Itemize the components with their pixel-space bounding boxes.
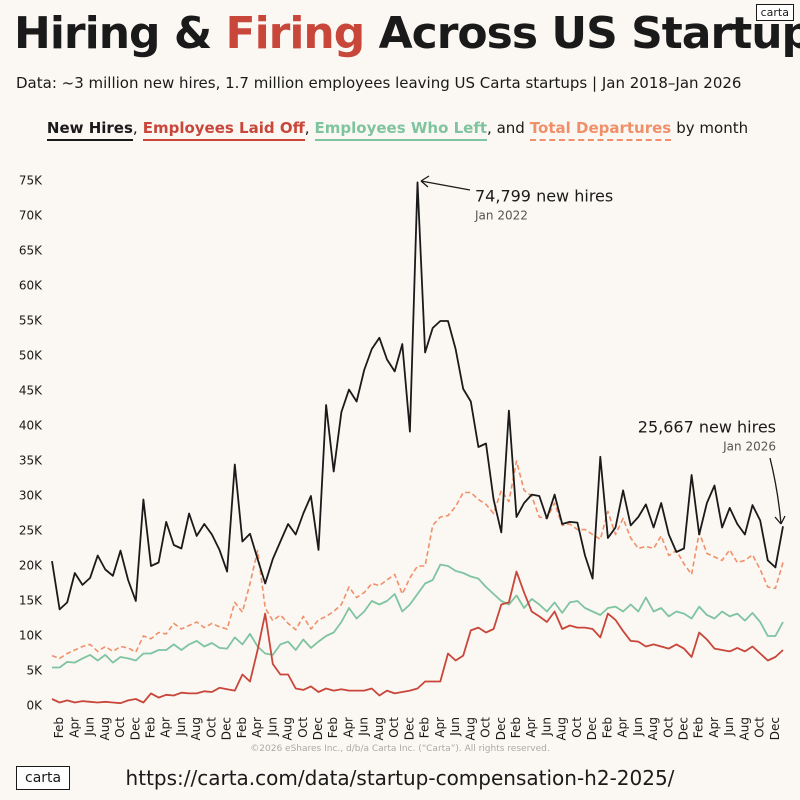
series-line xyxy=(51,181,784,611)
x-tick-label: Aug xyxy=(189,717,203,740)
x-tick-label: Feb xyxy=(52,717,66,738)
y-tick-label: 45K xyxy=(19,384,43,398)
x-tick-label: Oct xyxy=(753,717,767,738)
x-tick-label: Jun xyxy=(722,717,736,737)
x-tick-label: Apr xyxy=(707,717,721,738)
legend-text: , xyxy=(132,119,138,137)
x-tick-label: Dec xyxy=(768,717,782,740)
x-tick-label: Apr xyxy=(433,717,447,738)
x-tick-label: Feb xyxy=(509,717,523,738)
series-line xyxy=(52,563,784,669)
x-tick-label: Aug xyxy=(281,717,295,740)
x-tick-label: Aug xyxy=(372,717,386,740)
annotation: 74,799 new hires xyxy=(475,187,613,206)
annotation-arrow xyxy=(769,457,786,525)
annotation-arrow xyxy=(420,175,471,191)
x-tick-label: Apr xyxy=(616,717,630,738)
x-tick-label: Jun xyxy=(631,717,645,737)
x-tick-label: Jun xyxy=(174,717,188,737)
y-tick-label: 25K xyxy=(19,524,43,538)
legend-entry: Total Departures xyxy=(529,119,672,141)
x-tick-label: Feb xyxy=(600,717,614,738)
x-tick-label: Aug xyxy=(98,717,112,740)
title-highlight: Firing xyxy=(225,8,366,59)
y-tick-label: 70K xyxy=(19,209,43,223)
series-line xyxy=(51,460,784,660)
x-tick-label: Apr xyxy=(524,717,538,738)
x-tick-label: Jun xyxy=(539,717,553,737)
y-tick-label: 55K xyxy=(19,314,43,328)
copyright: ©2026 eShares Inc., d/b/a Carta Inc. (“C… xyxy=(250,744,550,754)
logo: carta xyxy=(755,4,794,21)
x-tick-label: Dec xyxy=(677,717,691,740)
x-tick-label: Dec xyxy=(585,717,599,740)
y-tick-label: 35K xyxy=(19,454,43,468)
url: https://carta.com/data/startup-compensat… xyxy=(125,766,675,790)
y-tick-label: 30K xyxy=(19,489,43,503)
annotation-sub: Jan 2026 xyxy=(722,440,776,454)
legend-text: , xyxy=(304,119,310,137)
x-tick-label: Oct xyxy=(204,717,218,738)
annotation: 25,667 new hires xyxy=(638,418,776,437)
x-tick-label: Oct xyxy=(296,717,310,738)
x-tick-label: Apr xyxy=(159,717,173,738)
y-tick-label: 40K xyxy=(19,419,43,433)
annotation-sub: Jan 2022 xyxy=(474,209,528,223)
x-tick-label: Apr xyxy=(341,717,355,738)
x-tick-label: Jun xyxy=(265,717,279,737)
y-tick-label: 5K xyxy=(26,664,43,678)
legend-entry: New Hires xyxy=(46,119,133,141)
subtitle: Data: ~3 million new hires, 1.7 million … xyxy=(16,74,742,92)
y-tick-label: 50K xyxy=(19,349,43,363)
y-tick-label: 65K xyxy=(19,244,43,258)
legend-text: , and xyxy=(487,119,525,137)
y-tick-label: 60K xyxy=(19,279,43,293)
logo: carta xyxy=(16,766,71,790)
y-tick-label: 20K xyxy=(19,559,43,573)
x-tick-label: Aug xyxy=(646,717,660,740)
x-tick-label: Apr xyxy=(67,717,81,738)
y-tick-label: 0K xyxy=(26,699,43,713)
x-tick-label: Feb xyxy=(235,717,249,738)
legend-entry: Employees Who Left xyxy=(314,119,488,141)
x-tick-label: Jun xyxy=(357,717,371,737)
x-tick-label: Dec xyxy=(128,717,142,740)
x-tick-label: Feb xyxy=(143,717,157,738)
x-tick-label: Feb xyxy=(418,717,432,738)
x-tick-label: Aug xyxy=(737,717,751,740)
x-tick-label: Oct xyxy=(661,717,675,738)
x-tick-label: Oct xyxy=(113,717,127,738)
title: Hiring & Firing Across US Startups xyxy=(14,8,800,59)
x-tick-label: Feb xyxy=(326,717,340,738)
legend: New Hires, Employees Laid Off, Employees W… xyxy=(0,119,800,141)
x-tick-label: Oct xyxy=(387,717,401,738)
x-tick-label: Oct xyxy=(570,717,584,738)
y-tick-label: 10K xyxy=(19,629,43,643)
x-tick-label: Dec xyxy=(402,717,416,740)
x-tick-label: Dec xyxy=(220,717,234,740)
y-tick-label: 75K xyxy=(19,174,43,188)
y-tick-label: 15K xyxy=(19,594,43,608)
legend-entry: Employees Laid Off xyxy=(142,119,305,141)
legend-text: by month xyxy=(676,119,749,137)
x-tick-label: Apr xyxy=(250,717,264,738)
x-tick-label: Jun xyxy=(448,717,462,737)
x-tick-label: Dec xyxy=(311,717,325,740)
x-tick-label: Dec xyxy=(494,717,508,740)
x-tick-label: Aug xyxy=(463,717,477,740)
x-tick-label: Oct xyxy=(479,717,493,738)
x-tick-label: Aug xyxy=(555,717,569,740)
x-tick-label: Feb xyxy=(692,717,706,738)
series-line xyxy=(51,570,784,705)
x-tick-label: Jun xyxy=(83,717,97,737)
